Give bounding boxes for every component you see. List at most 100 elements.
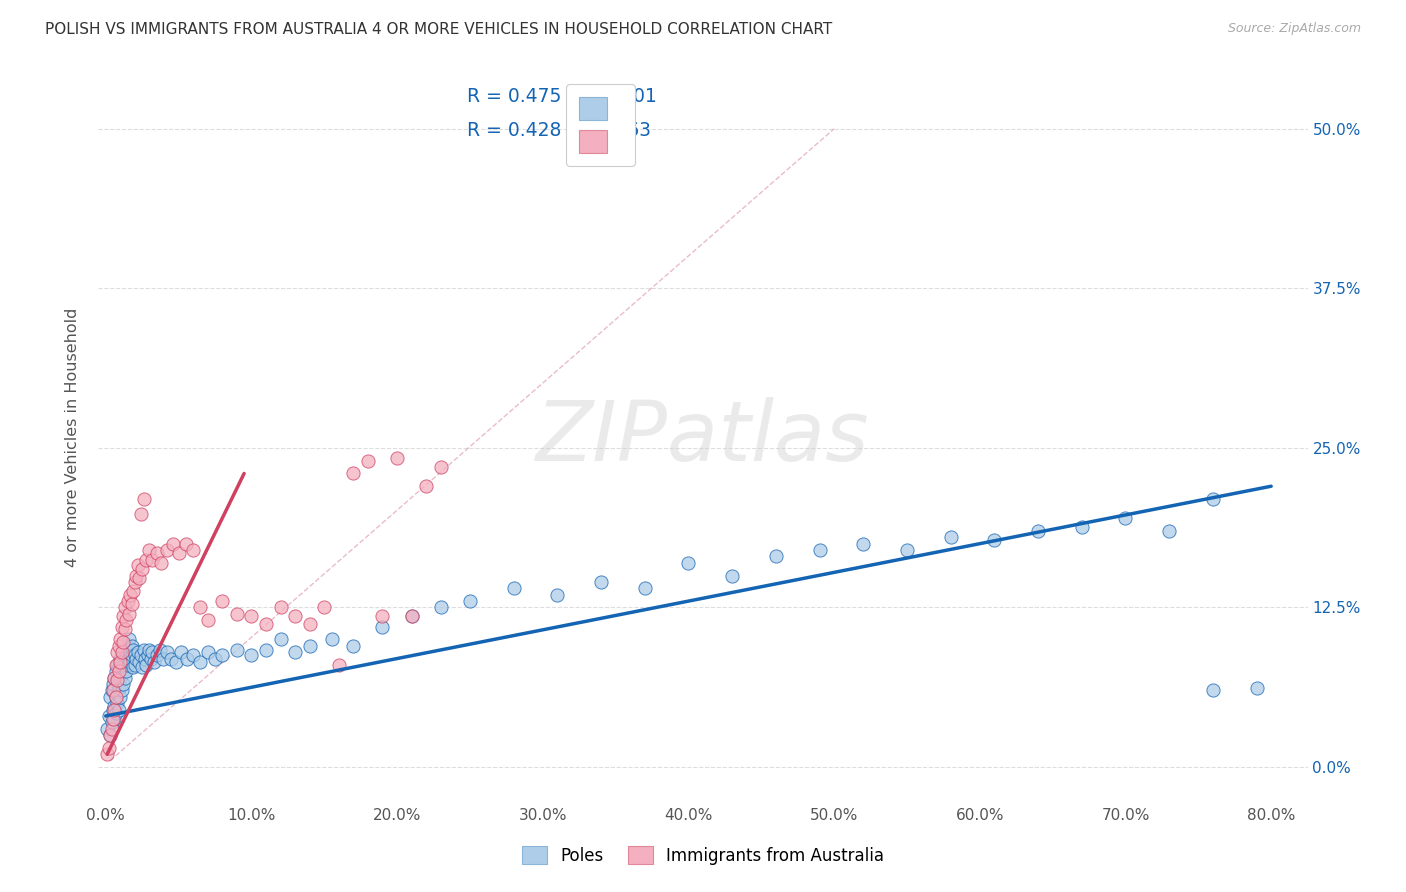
Point — [135, 657, 157, 672]
Point — [170, 645, 193, 659]
Point — [108, 703, 131, 717]
Point — [136, 648, 159, 662]
Point — [121, 597, 143, 611]
Point — [254, 642, 277, 657]
Point — [190, 656, 212, 670]
Point — [211, 594, 233, 608]
Point — [118, 607, 141, 621]
Point — [98, 728, 121, 742]
Point — [117, 594, 139, 608]
Point — [342, 467, 364, 481]
Point — [589, 574, 612, 589]
Point — [1246, 681, 1268, 695]
Point — [114, 622, 136, 636]
Point — [103, 671, 125, 685]
Point — [110, 690, 132, 704]
Point — [104, 690, 127, 704]
Point — [129, 508, 152, 522]
Point — [122, 660, 145, 674]
Point — [128, 656, 150, 670]
Point — [240, 609, 263, 624]
Point — [321, 632, 343, 647]
Point — [852, 536, 875, 550]
Point — [167, 546, 190, 560]
Point — [1202, 491, 1225, 506]
Point — [141, 645, 163, 659]
Point — [125, 568, 148, 582]
Point — [240, 648, 263, 662]
Point — [983, 533, 1005, 547]
Point — [118, 651, 141, 665]
Point — [721, 568, 744, 582]
Point — [112, 635, 135, 649]
Point — [139, 651, 162, 665]
Text: R = 0.428   N =  63: R = 0.428 N = 63 — [467, 120, 651, 140]
Point — [105, 673, 128, 688]
Point — [342, 639, 364, 653]
Point — [103, 671, 125, 685]
Point — [104, 657, 127, 672]
Point — [134, 651, 156, 665]
Point — [939, 530, 962, 544]
Point — [298, 639, 321, 653]
Point — [145, 546, 167, 560]
Point — [401, 609, 423, 624]
Point — [149, 642, 172, 657]
Point — [122, 642, 145, 657]
Point — [112, 657, 135, 672]
Point — [104, 706, 127, 721]
Point — [100, 683, 122, 698]
Point — [270, 632, 292, 647]
Point — [176, 651, 198, 665]
Point — [357, 453, 380, 467]
Point — [429, 460, 451, 475]
Point — [429, 600, 451, 615]
Point — [225, 642, 247, 657]
Point — [120, 588, 142, 602]
Point — [100, 722, 122, 736]
Point — [117, 657, 139, 672]
Point — [135, 553, 157, 567]
Point — [131, 562, 153, 576]
Point — [127, 645, 149, 659]
Point — [124, 574, 146, 589]
Point — [114, 671, 136, 685]
Point — [371, 609, 394, 624]
Point — [160, 651, 183, 665]
Point — [401, 609, 423, 624]
Point — [678, 556, 700, 570]
Point — [385, 451, 408, 466]
Point — [101, 677, 124, 691]
Point — [634, 582, 657, 596]
Point — [298, 617, 321, 632]
Point — [765, 549, 787, 564]
Point — [121, 648, 143, 662]
Point — [122, 583, 145, 598]
Point — [96, 747, 118, 762]
Point — [181, 543, 204, 558]
Point — [138, 642, 160, 657]
Point — [1070, 520, 1092, 534]
Point — [808, 543, 831, 558]
Point — [112, 677, 135, 691]
Point — [108, 639, 131, 653]
Point — [110, 671, 132, 685]
Point — [138, 543, 160, 558]
Point — [458, 594, 481, 608]
Point — [190, 600, 212, 615]
Point — [110, 656, 132, 670]
Point — [197, 645, 219, 659]
Point — [1202, 683, 1225, 698]
Point — [145, 648, 167, 662]
Point — [111, 620, 134, 634]
Point — [105, 657, 128, 672]
Point — [105, 696, 128, 710]
Point — [141, 553, 163, 567]
Point — [284, 645, 307, 659]
Point — [105, 673, 128, 688]
Point — [502, 582, 524, 596]
Point — [150, 556, 173, 570]
Point — [270, 600, 292, 615]
Point — [546, 588, 568, 602]
Point — [197, 613, 219, 627]
